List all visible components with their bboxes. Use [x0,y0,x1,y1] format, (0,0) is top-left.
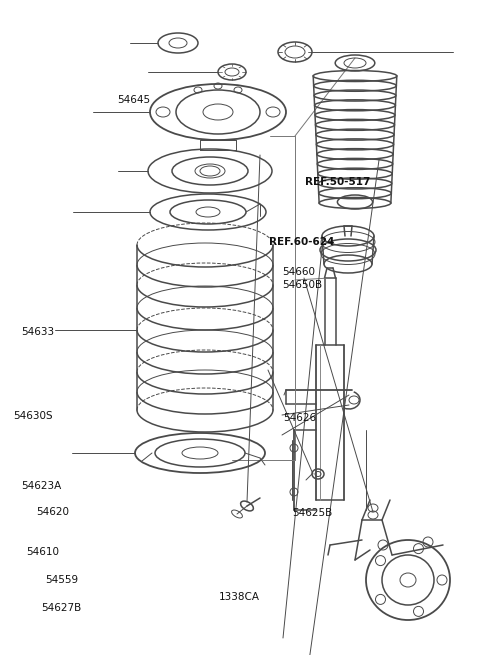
Text: 54610: 54610 [26,547,60,557]
Text: 54630S: 54630S [13,411,53,421]
Text: 54625B: 54625B [292,508,332,518]
Text: 1338CA: 1338CA [218,592,259,603]
Text: 54650B: 54650B [282,280,323,290]
Text: 54626: 54626 [283,413,316,423]
Text: 54660: 54660 [282,267,315,277]
Text: 54633: 54633 [22,327,55,337]
Text: 54627B: 54627B [41,603,81,614]
Text: REF.60-624: REF.60-624 [269,237,334,248]
Text: REF.50-517: REF.50-517 [305,177,370,187]
Text: 54623A: 54623A [22,481,62,491]
Text: 54645: 54645 [118,95,151,105]
Text: 54559: 54559 [46,574,79,585]
Text: 54620: 54620 [36,507,69,517]
